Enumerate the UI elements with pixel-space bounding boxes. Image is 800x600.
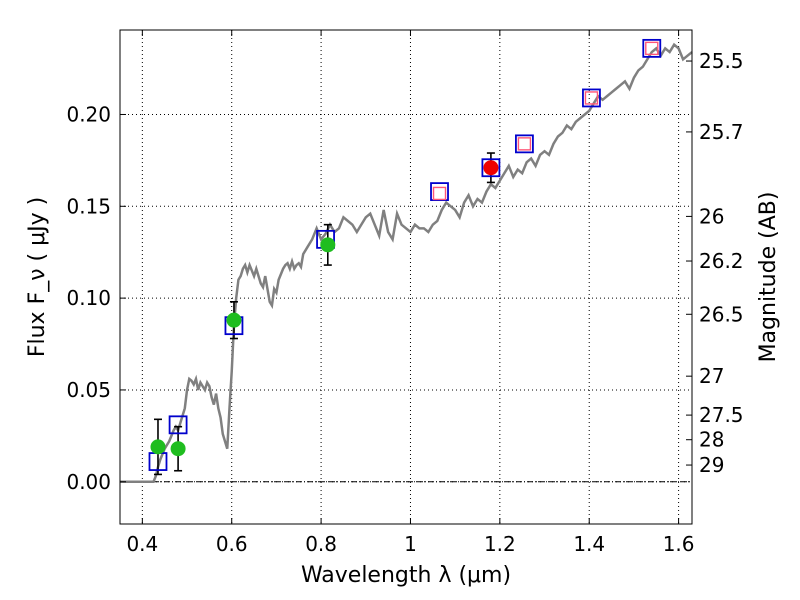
ir-square-marker <box>517 137 532 151</box>
sed-model-line <box>120 42 693 484</box>
y-tick-label: 0.20 <box>66 102 111 126</box>
mag-tick-label: 29 <box>699 453 724 477</box>
x-tick-label: 1.2 <box>484 532 516 556</box>
model-square-marker <box>582 88 601 108</box>
observed-point <box>226 312 242 328</box>
y-tick-label: 0.05 <box>66 378 111 402</box>
mag-tick-label: 28 <box>699 428 724 452</box>
observed-point <box>320 237 336 253</box>
y-axis-title: Flux F_ν ( μJy ) <box>25 197 50 357</box>
y-tick-label: 0.00 <box>66 470 111 494</box>
observed-point <box>170 441 186 457</box>
x-tick-label: 1 <box>404 532 417 556</box>
plot-frame <box>119 29 693 525</box>
ir-square-marker <box>584 91 599 105</box>
model-square-marker <box>642 38 662 58</box>
y-tick-label: 0.10 <box>66 286 111 310</box>
x-tick-label: 0.4 <box>126 532 158 556</box>
ticks: 0.4 0.6 0.8 1 1.2 1.4 1.6 0.00 0.05 0.10 0.15 0.20 2… <box>66 30 744 556</box>
x-tick-label: 0.8 <box>305 532 337 556</box>
markers <box>148 38 662 471</box>
y-axis-right-title: Magnitude (AB) <box>756 192 781 363</box>
x-tick-label: 1.6 <box>663 532 695 556</box>
y-tick-label: 0.15 <box>66 194 111 218</box>
mag-tick-label: 27 <box>699 364 724 388</box>
model-square-marker <box>168 415 188 435</box>
mag-tick-label: 27.5 <box>699 403 744 427</box>
mag-tick-label: 26 <box>699 204 724 228</box>
model-square-marker <box>515 134 534 154</box>
model-square-marker <box>481 158 501 178</box>
ir-square-marker <box>432 186 447 201</box>
ir-square-marker <box>645 41 659 56</box>
mag-tick-label: 26.5 <box>699 302 744 326</box>
mag-tick-label: 25.5 <box>699 49 744 73</box>
x-axis-title: Wavelength λ (μm) <box>301 563 511 588</box>
observed-point <box>483 160 499 176</box>
grid <box>120 30 692 524</box>
mag-tick-label: 25.7 <box>699 120 744 144</box>
mag-tick-label: 26.2 <box>699 249 744 273</box>
observed-point <box>150 439 166 455</box>
x-tick-label: 1.4 <box>573 532 605 556</box>
x-tick-label: 0.6 <box>216 532 248 556</box>
error-bars <box>153 152 495 476</box>
